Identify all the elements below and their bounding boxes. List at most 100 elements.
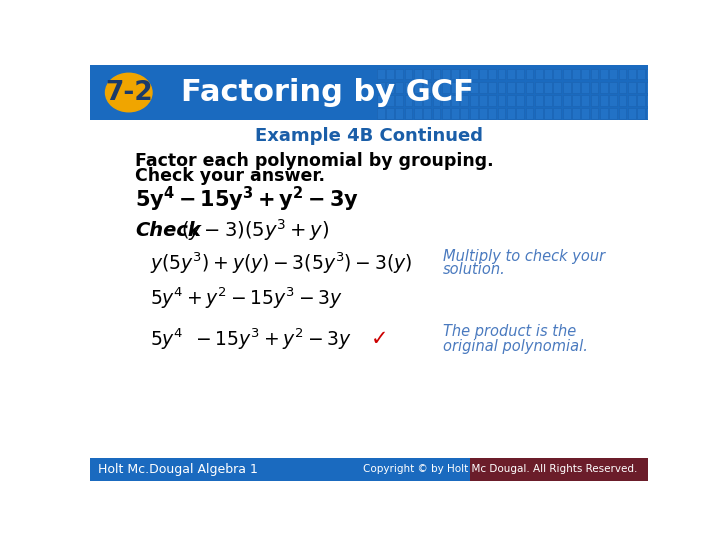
Bar bbox=[554, 95, 561, 106]
Bar bbox=[535, 108, 543, 119]
Bar bbox=[498, 95, 505, 106]
Bar bbox=[488, 82, 496, 92]
Bar bbox=[386, 95, 394, 106]
Text: Multiply to check your: Multiply to check your bbox=[443, 249, 605, 264]
Bar bbox=[535, 69, 543, 79]
Bar bbox=[628, 108, 636, 119]
Bar bbox=[507, 95, 515, 106]
Bar bbox=[461, 69, 468, 79]
Text: The product is the: The product is the bbox=[443, 325, 576, 340]
Bar bbox=[647, 108, 654, 119]
Bar bbox=[572, 69, 580, 79]
Bar bbox=[572, 108, 580, 119]
Bar bbox=[590, 69, 598, 79]
Bar bbox=[507, 82, 515, 92]
Bar bbox=[618, 82, 626, 92]
Bar bbox=[647, 69, 654, 79]
Bar bbox=[618, 108, 626, 119]
Bar bbox=[433, 82, 441, 92]
Bar bbox=[461, 82, 468, 92]
Bar bbox=[516, 82, 524, 92]
Bar bbox=[469, 108, 477, 119]
Bar bbox=[563, 108, 570, 119]
Bar bbox=[433, 95, 441, 106]
Text: $5y^4 + y^2 - 15y^3 - 3y$: $5y^4 + y^2 - 15y^3 - 3y$ bbox=[150, 285, 343, 311]
Bar bbox=[507, 69, 515, 79]
Bar bbox=[600, 82, 608, 92]
Bar bbox=[395, 82, 403, 92]
Bar bbox=[544, 95, 552, 106]
Text: Factor each polynomial by grouping.: Factor each polynomial by grouping. bbox=[135, 152, 494, 170]
Bar bbox=[544, 82, 552, 92]
Bar bbox=[451, 108, 459, 119]
Bar bbox=[414, 69, 422, 79]
Bar bbox=[600, 108, 608, 119]
Bar bbox=[628, 69, 636, 79]
Bar bbox=[526, 108, 534, 119]
Bar bbox=[377, 95, 384, 106]
Bar bbox=[535, 95, 543, 106]
Bar bbox=[479, 82, 487, 92]
Bar bbox=[451, 69, 459, 79]
Bar bbox=[581, 108, 589, 119]
Bar bbox=[618, 95, 626, 106]
Bar bbox=[526, 82, 534, 92]
Bar bbox=[479, 108, 487, 119]
Bar bbox=[461, 95, 468, 106]
Bar bbox=[488, 69, 496, 79]
Bar bbox=[395, 95, 403, 106]
Bar bbox=[544, 69, 552, 79]
Bar bbox=[572, 82, 580, 92]
Bar bbox=[609, 82, 617, 92]
Bar bbox=[498, 108, 505, 119]
Text: solution.: solution. bbox=[443, 262, 505, 277]
Bar bbox=[386, 82, 394, 92]
Bar bbox=[618, 69, 626, 79]
Bar bbox=[516, 108, 524, 119]
Bar bbox=[469, 82, 477, 92]
Bar bbox=[461, 108, 468, 119]
Bar bbox=[423, 95, 431, 106]
Text: Factoring by GCF: Factoring by GCF bbox=[181, 78, 474, 107]
Bar bbox=[535, 82, 543, 92]
Bar bbox=[628, 95, 636, 106]
Bar bbox=[498, 82, 505, 92]
Bar bbox=[469, 95, 477, 106]
Text: Example 4B Continued: Example 4B Continued bbox=[255, 127, 483, 145]
Bar bbox=[377, 108, 384, 119]
Text: Copyright © by Holt Mc Dougal. All Rights Reserved.: Copyright © by Holt Mc Dougal. All Right… bbox=[363, 464, 637, 474]
Ellipse shape bbox=[106, 73, 152, 112]
Bar bbox=[469, 69, 477, 79]
Bar bbox=[90, 65, 648, 120]
Bar bbox=[414, 82, 422, 92]
Bar bbox=[563, 82, 570, 92]
Bar bbox=[414, 95, 422, 106]
Bar bbox=[405, 82, 413, 92]
Bar bbox=[479, 95, 487, 106]
Bar bbox=[590, 82, 598, 92]
Bar bbox=[469, 457, 648, 481]
Bar bbox=[554, 69, 561, 79]
Bar bbox=[414, 108, 422, 119]
Bar bbox=[590, 108, 598, 119]
Bar bbox=[516, 69, 524, 79]
Bar bbox=[395, 69, 403, 79]
Bar bbox=[609, 95, 617, 106]
Text: 7-2: 7-2 bbox=[105, 79, 153, 105]
Bar bbox=[423, 82, 431, 92]
Bar bbox=[377, 69, 384, 79]
Bar bbox=[90, 120, 648, 459]
Bar bbox=[442, 82, 449, 92]
Bar bbox=[563, 95, 570, 106]
Text: $\mathbf{5y^4 - 15y^3 + y^2 - 3y}$: $\mathbf{5y^4 - 15y^3 + y^2 - 3y}$ bbox=[135, 185, 359, 214]
Bar bbox=[563, 69, 570, 79]
Bar bbox=[451, 95, 459, 106]
Bar bbox=[479, 69, 487, 79]
Bar bbox=[581, 82, 589, 92]
Bar bbox=[637, 82, 645, 92]
Bar bbox=[498, 69, 505, 79]
Text: $5y^4\enspace - 15y^3 + y^2 - 3y$: $5y^4\enspace - 15y^3 + y^2 - 3y$ bbox=[150, 327, 352, 353]
Bar bbox=[423, 108, 431, 119]
Text: Check your answer.: Check your answer. bbox=[135, 167, 325, 185]
Text: $y(5y^3) + y(y) - 3(5y^3) - 3(y)$: $y(5y^3) + y(y) - 3(5y^3) - 3(y)$ bbox=[150, 251, 413, 276]
